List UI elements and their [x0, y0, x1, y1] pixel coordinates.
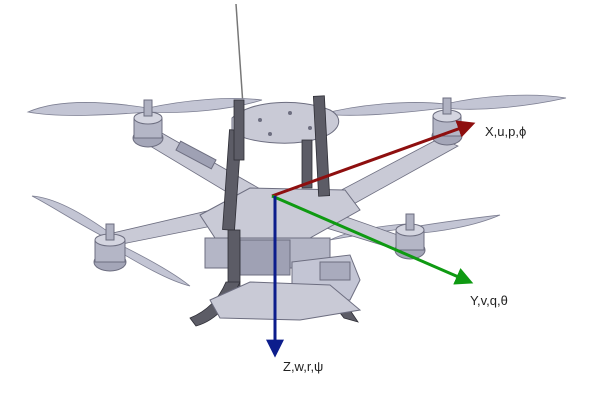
y-axis-arrow [271, 194, 474, 285]
motor-rear-right [394, 213, 426, 260]
top-plate [231, 102, 340, 144]
z-axis-label: Z,w,r,ψ [283, 359, 324, 374]
landing-gear-bottom-plate [209, 281, 362, 321]
center-body [175, 140, 361, 301]
motor-rear-left [93, 223, 127, 272]
x-axis-label: X,u,p,ϕ [485, 124, 527, 139]
propeller-front-left [26, 98, 263, 116]
x-axis-arrow [271, 120, 476, 198]
propeller-front-right [321, 94, 567, 116]
y-axis-label: Y,v,q,θ [470, 293, 508, 308]
motor-front-left [132, 99, 164, 148]
